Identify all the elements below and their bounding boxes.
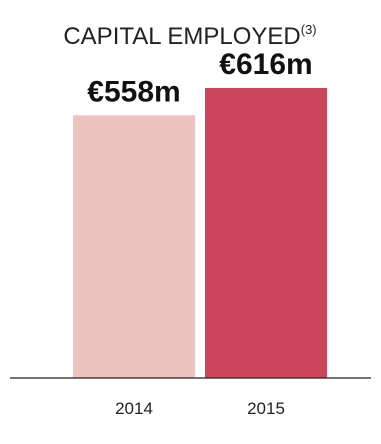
- value-label-2015: €616m: [219, 48, 312, 81]
- bar-2014: [73, 115, 195, 378]
- chart-title-main: CAPITAL EMPLOYED: [63, 23, 300, 50]
- bars-group: [73, 87, 327, 379]
- chart-title-superscript: (3): [301, 22, 317, 37]
- tick-label-2014: 2014: [115, 399, 153, 418]
- value-label-2014: €558m: [87, 75, 180, 108]
- tick-label-2015: 2015: [247, 399, 285, 418]
- chart-title: CAPITAL EMPLOYED(3): [63, 22, 316, 50]
- tick-labels-group: 2014 2015: [115, 399, 285, 418]
- value-labels-group: €558m €616m: [87, 48, 312, 108]
- bar-2015: [205, 87, 327, 379]
